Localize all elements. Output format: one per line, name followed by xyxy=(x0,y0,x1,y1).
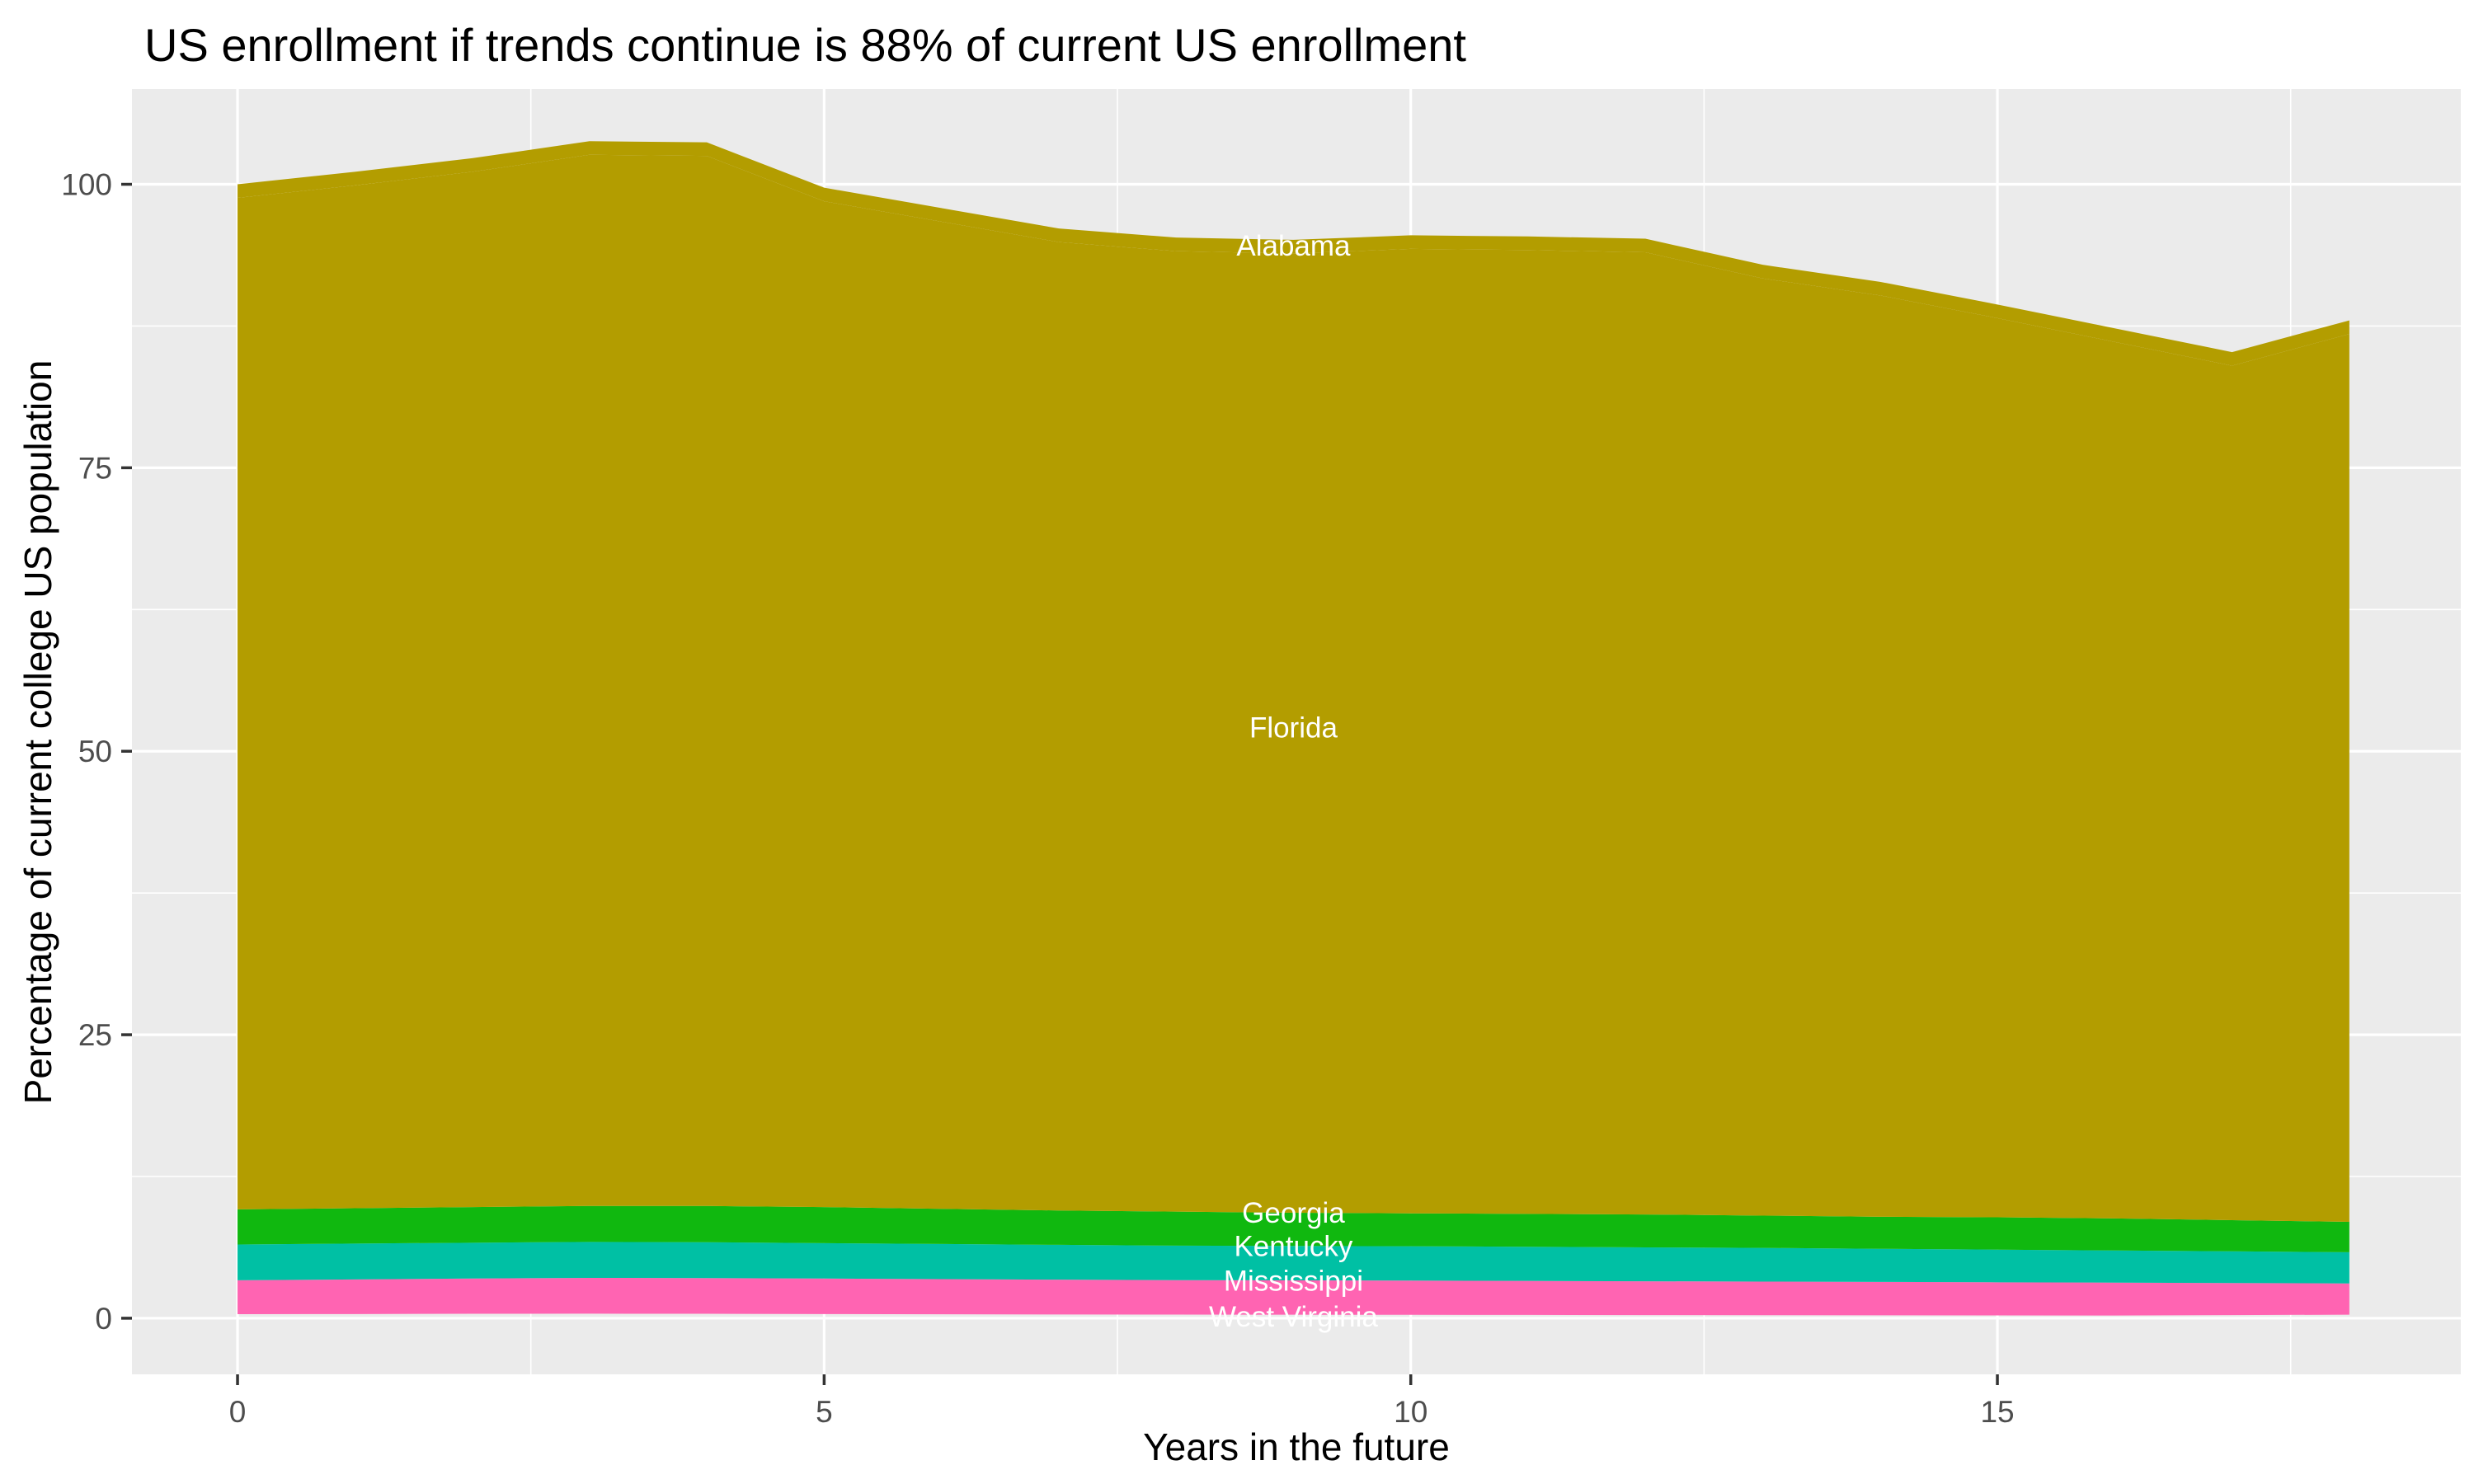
y-tick-label: 0 xyxy=(95,1302,112,1336)
x-tick-label: 0 xyxy=(229,1395,247,1429)
x-tick-label: 5 xyxy=(816,1395,833,1429)
y-axis-title: Percentage of current college US populat… xyxy=(16,359,59,1105)
area-label-florida: Florida xyxy=(1249,711,1338,744)
area-band-florida xyxy=(238,154,2349,1223)
area-band-alabama xyxy=(238,141,2349,366)
area-band-kentucky xyxy=(238,1242,2349,1284)
y-tick-label: 100 xyxy=(61,168,112,202)
x-axis-title: Years in the future xyxy=(1143,1425,1450,1468)
y-tick-label: 50 xyxy=(78,735,112,768)
x-tick-label: 15 xyxy=(1980,1395,2014,1429)
y-tick-label: 25 xyxy=(78,1018,112,1052)
area-label-kentucky: Kentucky xyxy=(1234,1231,1352,1263)
area-band-georgia xyxy=(238,1205,2349,1252)
area-band-mississippi xyxy=(238,1277,2349,1316)
area-label-georgia: Georgia xyxy=(1242,1197,1345,1229)
chart-title: US enrollment if trends continue is 88% … xyxy=(144,19,1466,71)
x-tick-label: 10 xyxy=(1394,1395,1427,1429)
y-tick-label: 75 xyxy=(78,451,112,485)
area-label-alabama: Alabama xyxy=(1236,230,1351,262)
area-label-mississippi: Mississippi xyxy=(1224,1265,1363,1297)
area-label-west-virginia: West Virginia xyxy=(1209,1301,1378,1333)
